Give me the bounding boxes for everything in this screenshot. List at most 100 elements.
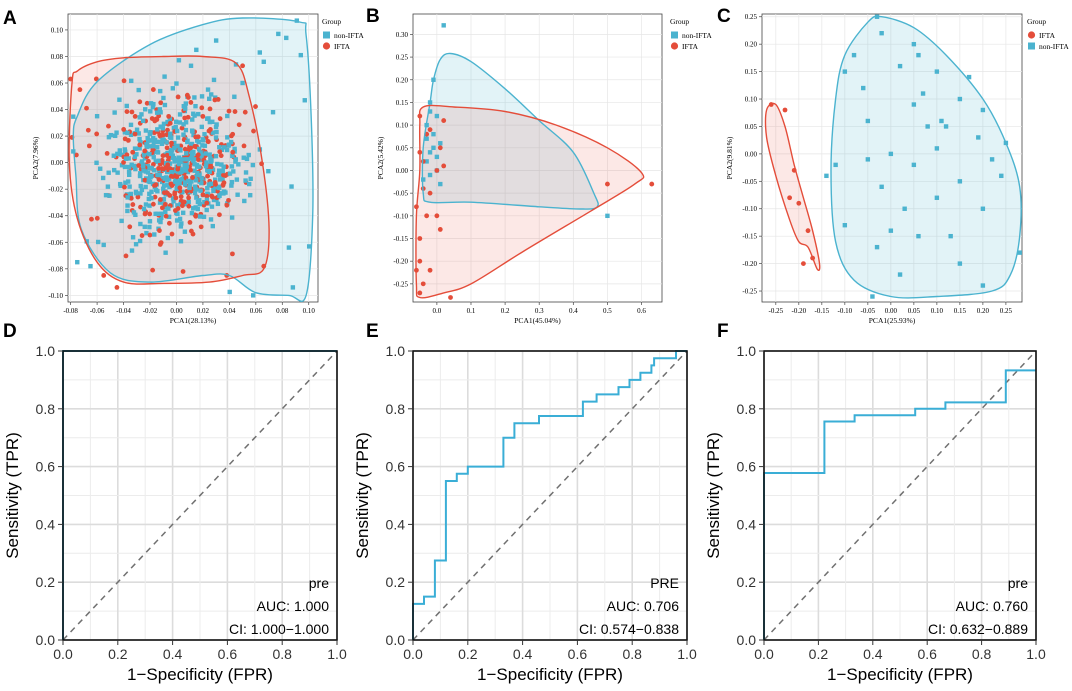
non-ifta-point (176, 155, 182, 160)
non-ifta-point (207, 168, 212, 174)
ifta-point (217, 149, 223, 155)
ifta-point (209, 193, 215, 199)
non-ifta-point (234, 177, 240, 182)
ifta-point (448, 295, 453, 300)
non-ifta-point (306, 244, 312, 249)
y-tick-label: 0.25 (745, 13, 758, 21)
non-ifta-point (242, 198, 247, 204)
ifta-point (188, 100, 194, 105)
ifta-point (200, 192, 206, 198)
ifta-point (128, 195, 134, 201)
non-ifta-point (123, 149, 128, 154)
non-ifta-point (189, 153, 195, 159)
legend-label: non-IFTA (334, 31, 364, 40)
ifta-point (178, 194, 184, 200)
non-ifta-point (980, 206, 986, 211)
legend-label: non-IFTA (1039, 42, 1069, 51)
non-ifta-point (193, 174, 198, 180)
non-ifta-point (186, 199, 191, 205)
ifta-point (251, 128, 256, 134)
non-ifta-ellipse-outline (421, 52, 599, 210)
ifta-point (153, 182, 159, 188)
ifta-point (184, 92, 190, 98)
ifta-point (86, 143, 92, 149)
non-ifta-point (158, 110, 163, 115)
non-ifta-point (136, 131, 141, 136)
non-ifta-point (213, 135, 219, 140)
ifta-point (144, 100, 150, 106)
non-ifta-point (214, 122, 219, 127)
non-ifta-point (122, 147, 128, 152)
non-ifta-point (213, 153, 219, 159)
x-tick-label: 1.0 (677, 646, 697, 662)
x-tick-label: 0.10 (303, 307, 316, 315)
x-tick-label: 0.4 (513, 646, 533, 662)
x-tick-label: 0.4 (163, 646, 183, 662)
non-ifta-point (198, 188, 203, 193)
non-ifta-point (139, 159, 145, 164)
y-tick-label: 0.10 (396, 122, 409, 130)
non-ifta-point (153, 187, 159, 193)
ifta-point (205, 173, 210, 179)
y-tick-label: 0.20 (396, 76, 409, 84)
ifta-point (198, 224, 204, 230)
non-ifta-point (149, 195, 154, 201)
ifta-point (420, 159, 426, 164)
y-tick-label: 0.05 (396, 144, 409, 152)
non-ifta-point (132, 146, 138, 151)
x-tick-label: 0.00 (885, 307, 898, 315)
ifta-point (121, 78, 127, 84)
non-ifta-point (179, 221, 184, 226)
ifta-point (417, 290, 423, 296)
non-ifta-point (999, 173, 1004, 179)
ifta-point (193, 134, 199, 140)
y-tick-label: 0.10 (745, 96, 758, 104)
non-ifta-point (438, 141, 443, 146)
non-ifta-point (165, 119, 170, 125)
non-ifta-point (155, 172, 160, 178)
non-ifta-point (162, 102, 168, 108)
panel-letter: A (3, 8, 17, 29)
y-tick-label: 0.6 (386, 459, 406, 475)
non-ifta-point (161, 197, 167, 202)
x-tick-label: 0.6 (568, 646, 588, 662)
non-ifta-point (207, 119, 213, 125)
non-ifta-point (160, 126, 165, 131)
non-ifta-point (865, 157, 871, 162)
non-ifta-point (148, 101, 154, 106)
ifta-point (434, 168, 440, 173)
non-ifta-point (137, 115, 142, 120)
non-ifta-point (229, 164, 235, 169)
non-ifta-point (220, 168, 225, 174)
y-axis-label: Sensitivity (TPR) (353, 432, 372, 559)
legend-key-circle (670, 42, 679, 50)
ifta-point (166, 220, 172, 226)
y-tick-label: 0.2 (36, 574, 56, 590)
non-ifta-point (284, 35, 289, 41)
y-tick-label: -0.05 (393, 190, 408, 198)
non-ifta-point (193, 187, 199, 192)
ifta-point (169, 183, 175, 188)
non-ifta-point (163, 250, 168, 255)
non-ifta-point (180, 189, 185, 195)
non-ifta-point (141, 168, 146, 173)
legend: Group IFTA non-IFTA (1027, 17, 1069, 51)
non-ifta-point (126, 169, 132, 175)
ifta-point (200, 113, 206, 119)
non-ifta-point (125, 203, 130, 208)
non-ifta-point (605, 213, 610, 219)
non-ifta-point (154, 139, 160, 145)
non-ifta-point (216, 168, 222, 173)
y-axis-label: PCA2(7.96%) (31, 136, 40, 179)
non-ifta-point (123, 180, 128, 185)
non-ifta-point (192, 190, 198, 196)
non-ifta-point (133, 242, 139, 247)
plot-area (412, 13, 663, 303)
non-ifta-point (193, 103, 198, 109)
y-tick-label: 0.00 (51, 159, 64, 167)
non-ifta-point (196, 111, 201, 117)
panel-c: C -0.25 -0.20 -0.15 -0.10 -0.05 0.00 0.05 0.10 0.… (717, 6, 1069, 325)
x-tick-label: 0.2 (501, 307, 510, 315)
ifta-point (253, 104, 258, 109)
non-ifta-point (161, 95, 166, 101)
